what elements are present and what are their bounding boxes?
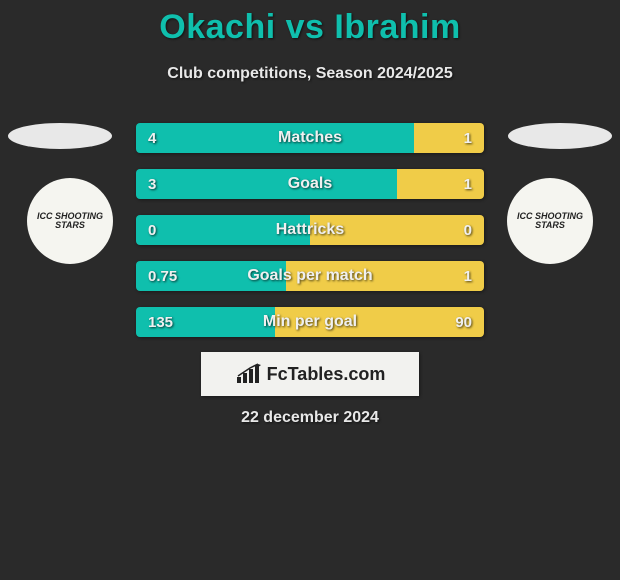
bar-row: 31Goals: [136, 169, 484, 199]
brand-box: FcTables.com: [201, 352, 419, 396]
bar-row: 41Matches: [136, 123, 484, 153]
bar-segment-left: [136, 169, 397, 199]
bar-row: 00Hattricks: [136, 215, 484, 245]
club-badge-left: ICC SHOOTING STARS: [27, 178, 113, 264]
brand-text: FcTables.com: [267, 364, 386, 385]
club-badge-right: ICC SHOOTING STARS: [507, 178, 593, 264]
player-flag-left: [8, 123, 112, 149]
bar-segment-right: [414, 123, 484, 153]
bar-segment-right: [310, 215, 484, 245]
comparison-bars: 41Matches 31Goals 00Hattricks 0.751Goals pe…: [136, 123, 484, 353]
bar-row: 0.751Goals per match: [136, 261, 484, 291]
page-subtitle: Club competitions, Season 2024/2025: [0, 65, 620, 83]
bar-segment-right: [275, 307, 484, 337]
bar-segment-left: [136, 307, 275, 337]
bar-segment-right: [397, 169, 484, 199]
bar-segment-left: [136, 123, 414, 153]
player-flag-right: [508, 123, 612, 149]
date-text: 22 december 2024: [0, 409, 620, 427]
page-title: Okachi vs Ibrahim: [0, 0, 620, 47]
bar-segment-left: [136, 261, 286, 291]
bar-row: 13590Min per goal: [136, 307, 484, 337]
bar-chart-icon: [235, 363, 261, 385]
bar-segment-right: [286, 261, 484, 291]
bar-segment-left: [136, 215, 310, 245]
